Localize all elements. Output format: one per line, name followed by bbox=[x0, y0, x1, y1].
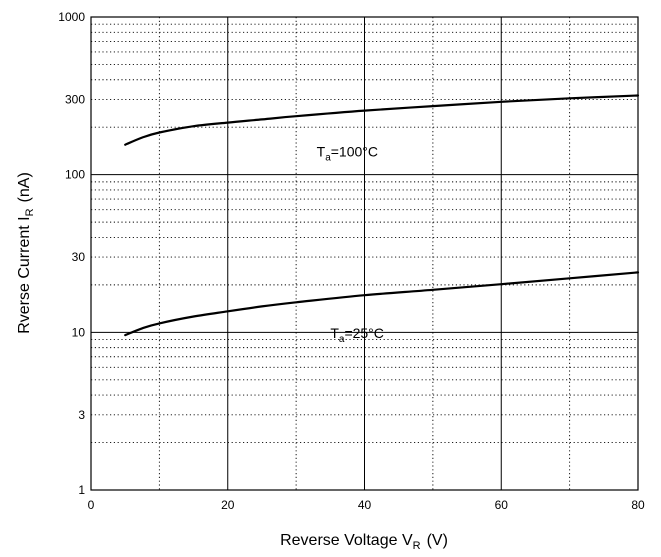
y-axis-title-main: Rverse Current I bbox=[16, 216, 33, 333]
x-tick-label: 80 bbox=[631, 498, 645, 512]
curve-annotation: Ta=25°C bbox=[330, 325, 384, 345]
annotation-main: T bbox=[317, 144, 326, 160]
x-axis-title: Reverse Voltage VR (V) bbox=[280, 532, 448, 552]
y-tick-label: 300 bbox=[65, 92, 85, 106]
y-tick-label: 1000 bbox=[58, 10, 85, 24]
x-axis-title-unit: (V) bbox=[427, 532, 448, 549]
x-tick-label: 20 bbox=[221, 498, 235, 512]
annotation-main: T bbox=[330, 325, 339, 341]
y-axis-title-unit: (nA) bbox=[16, 172, 33, 202]
y-tick-label: 30 bbox=[72, 250, 86, 264]
major-grid bbox=[91, 17, 638, 490]
y-tick-label: 100 bbox=[65, 168, 85, 182]
x-axis-title-main: Reverse Voltage V bbox=[280, 532, 413, 549]
x-tick-label: 60 bbox=[495, 498, 509, 512]
annotation-rest: =100°C bbox=[331, 144, 378, 160]
annotation-sub: a bbox=[325, 153, 331, 164]
x-tick-label: 0 bbox=[88, 498, 95, 512]
y-axis-title: Rverse Current IR (nA) bbox=[16, 172, 36, 334]
series-line bbox=[124, 94, 640, 146]
series-group bbox=[124, 94, 640, 337]
x-tick-label: 40 bbox=[358, 498, 372, 512]
curve-annotation: Ta=100°C bbox=[317, 144, 378, 164]
y-tick-label: 10 bbox=[72, 325, 86, 339]
x-tick-labels: 0 20 40 60 80 bbox=[88, 498, 645, 512]
annotations: Ta=100°CTa=25°C bbox=[317, 144, 384, 345]
x-axis-title-sub: R bbox=[413, 540, 421, 552]
y-tick-label: 3 bbox=[78, 408, 85, 422]
y-tick-label: 1 bbox=[78, 483, 85, 497]
annotation-rest: =25°C bbox=[344, 325, 383, 341]
series-line bbox=[124, 271, 640, 337]
y-tick-labels: 1 3 10 30 100 300 1000 bbox=[58, 10, 85, 497]
y-axis-title-sub: R bbox=[24, 208, 36, 216]
annotation-sub: a bbox=[339, 334, 345, 345]
minor-grid bbox=[91, 17, 638, 490]
plot-frame bbox=[90, 16, 639, 491]
